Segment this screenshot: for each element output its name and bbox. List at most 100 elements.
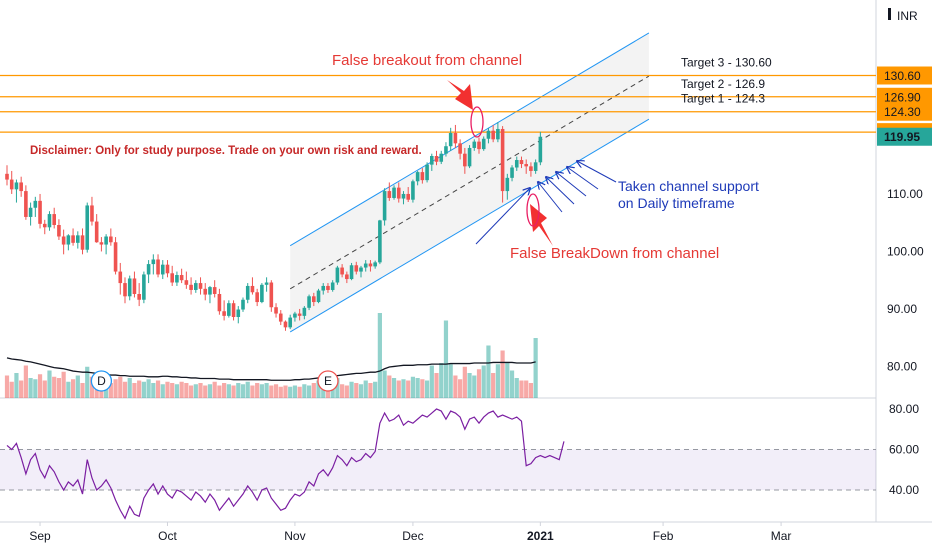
event-marker <box>317 370 339 392</box>
volume-bar <box>226 384 231 398</box>
candle-body <box>326 285 330 290</box>
price-tick-label: 110.00 <box>887 187 923 201</box>
price-axis[interactable]: 110.00 100.00 90.00 80.00 <box>887 187 924 374</box>
rsi-band <box>0 449 876 490</box>
volume-bar <box>476 369 482 398</box>
volume-bar <box>170 383 175 398</box>
rsi-axis[interactable]: 80.00 60.00 40.00 <box>889 402 919 497</box>
volume-bar <box>151 383 156 398</box>
volume-bar <box>335 378 340 398</box>
time-axis[interactable]: Sep Oct Nov Dec 2021 Feb Mar <box>29 522 791 543</box>
candle-body <box>109 236 113 243</box>
candle-body <box>359 267 363 272</box>
volume-bar <box>28 378 33 398</box>
volume-bar <box>52 376 57 398</box>
candle-body <box>236 309 241 317</box>
candle-body <box>212 287 217 294</box>
candle-body <box>415 172 420 182</box>
candle-body <box>198 283 203 289</box>
candle-body <box>104 236 108 245</box>
volume-bar <box>137 380 142 398</box>
volume-bar <box>33 379 38 398</box>
volume-bar <box>283 385 288 398</box>
volume-bar <box>533 338 538 398</box>
candle-body <box>411 181 415 200</box>
price-badge <box>877 127 932 146</box>
volume-bar <box>198 383 203 398</box>
candle-body <box>94 221 99 243</box>
candle-body <box>538 136 543 163</box>
volume-bar <box>231 385 236 398</box>
volume-bar <box>146 379 151 398</box>
candle-body <box>85 205 90 250</box>
candle-body <box>363 263 368 268</box>
volume-bar <box>528 383 534 398</box>
candle-body <box>514 160 519 168</box>
candle-body <box>481 138 486 150</box>
volume-bar <box>118 376 123 398</box>
candle-body <box>156 259 160 275</box>
volume-bar <box>236 383 241 398</box>
candle-body <box>142 274 146 300</box>
currency-indicator[interactable]: INR <box>888 8 918 23</box>
candle-body <box>439 153 444 162</box>
volume-bar <box>160 384 165 398</box>
volume-bar <box>75 375 80 398</box>
candle-body <box>293 313 297 318</box>
volume-bar <box>311 383 316 398</box>
candle-body <box>524 164 528 167</box>
volume-bar <box>491 373 496 398</box>
volume-bar <box>358 384 364 398</box>
price-tick-label: 80.00 <box>887 359 917 373</box>
volume-bar <box>4 375 10 398</box>
candle-body <box>307 296 311 308</box>
volume-bar <box>429 365 434 398</box>
candle-body <box>340 267 344 275</box>
volume-bar <box>340 384 345 398</box>
candle-body <box>99 242 104 245</box>
volume-bar <box>9 381 14 398</box>
candle-body <box>146 264 151 275</box>
candle-body <box>250 285 255 293</box>
candle-body <box>444 146 448 154</box>
volume-bar <box>23 365 28 398</box>
time-tick-label: Nov <box>284 529 305 543</box>
price-badge-label: 130.60 <box>884 69 921 83</box>
volume-bar <box>141 381 146 398</box>
rsi-tick-label: 60.00 <box>889 443 919 457</box>
candle-body <box>165 264 170 274</box>
candle-body <box>260 284 264 303</box>
currency-lock-icon <box>888 8 891 20</box>
candle-body <box>194 283 198 290</box>
candle-body <box>335 267 340 283</box>
breakdown-ellipse <box>526 193 540 227</box>
candle-body <box>453 133 458 144</box>
breakout-ellipse <box>470 106 484 138</box>
candle-body <box>90 205 94 222</box>
candle-body <box>420 172 425 181</box>
volume-bars <box>4 313 538 398</box>
volume-bar <box>264 383 269 398</box>
volume-bar <box>288 386 293 398</box>
candle-body <box>491 130 495 140</box>
volume-bar <box>316 380 321 398</box>
candle-body <box>425 164 429 181</box>
volume-bar <box>193 384 198 398</box>
volume-bar <box>373 381 378 398</box>
candle-body <box>406 193 410 200</box>
candle-body <box>392 187 396 198</box>
candle-body <box>430 156 434 165</box>
candle-body <box>505 177 510 192</box>
candle-body <box>278 313 283 322</box>
rsi-line <box>6 408 565 520</box>
volume-bar <box>439 363 444 398</box>
time-tick-label: Oct <box>158 529 177 543</box>
price-badge <box>877 66 932 85</box>
volume-bar <box>278 386 283 398</box>
volume-bar <box>467 373 472 398</box>
candle-body <box>47 214 52 228</box>
false-breakout-label: False breakout from channel <box>332 52 522 69</box>
candle-body <box>76 235 80 243</box>
